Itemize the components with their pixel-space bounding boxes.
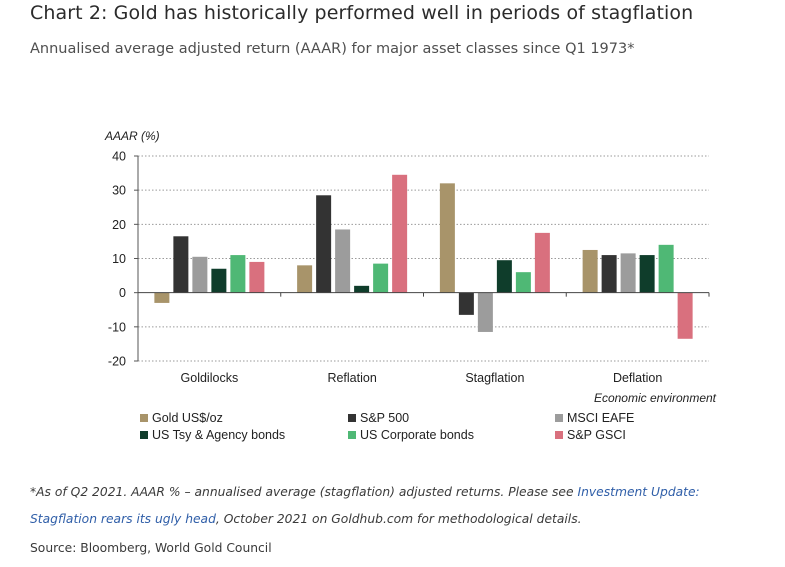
legend-label: MSCI EAFE	[567, 411, 634, 425]
bar	[154, 292, 170, 303]
legend-label: US Tsy & Agency bonds	[152, 428, 285, 442]
bar	[496, 260, 512, 293]
bar	[620, 253, 636, 293]
bar	[582, 249, 598, 293]
source-note: Source: Bloomberg, World Gold Council	[30, 541, 272, 555]
bar	[601, 255, 617, 293]
bar	[458, 292, 474, 315]
bar	[534, 232, 550, 293]
category-label: Reflation	[327, 371, 376, 385]
bar	[173, 236, 189, 293]
legend-label: US Corporate bonds	[360, 428, 474, 442]
bar	[658, 244, 674, 293]
y-tick-label: -10	[108, 320, 126, 334]
legend-label: S&P 500	[360, 411, 409, 425]
bar	[392, 174, 408, 293]
bar	[335, 229, 351, 293]
bar	[211, 268, 227, 293]
bar	[316, 195, 332, 293]
bar	[677, 292, 693, 339]
legend-label: Gold US$/oz	[152, 411, 223, 425]
legend-swatch	[140, 414, 148, 422]
bar-chart: 40 30 20 10 0 -10 -20 Goldilocks Reflation Stagfl…	[104, 129, 717, 442]
bar	[230, 255, 246, 293]
investment-update-link[interactable]: Investment Update:	[577, 485, 700, 499]
y-tick-label: 40	[112, 150, 126, 164]
footnote-text-2: , October 2021 on Goldhub.com for method…	[215, 512, 582, 526]
legend-swatch	[555, 431, 563, 439]
bar	[373, 263, 389, 293]
y-tick-label: 0	[119, 286, 126, 300]
y-tick-label: 20	[112, 218, 126, 232]
footnote-line-1: *As of Q2 2021. AAAR % – annualised aver…	[30, 485, 700, 499]
legend-swatch	[555, 414, 563, 422]
chart-subtitle: Annualised average adjusted return (AAAR…	[30, 41, 635, 57]
x-axis-title: Economic environment	[594, 391, 717, 405]
bar	[192, 256, 208, 293]
category-label: Stagflation	[465, 371, 524, 385]
legend-label: S&P GSCI	[567, 428, 626, 442]
legend-swatch	[140, 431, 148, 439]
category-label: Goldilocks	[181, 371, 239, 385]
category-label: Deflation	[613, 371, 662, 385]
chart-title: Chart 2: Gold has historically performed…	[30, 2, 694, 24]
y-axis-title: AAAR (%)	[104, 129, 160, 143]
footnote-text-1: *As of Q2 2021. AAAR % – annualised aver…	[30, 485, 578, 499]
y-tick-label: 10	[112, 252, 126, 266]
legend-swatch	[348, 414, 356, 422]
legend-swatch	[348, 431, 356, 439]
bar	[249, 261, 265, 293]
bar	[515, 272, 531, 293]
stagflation-article-link[interactable]: Stagflation rears its ugly head	[30, 512, 216, 526]
bar	[354, 285, 370, 293]
footnote-line-2: Stagflation rears its ugly head, October…	[30, 512, 582, 526]
bar	[477, 292, 493, 332]
bar	[439, 183, 455, 293]
y-tick-label: 30	[112, 184, 126, 198]
y-tick-label: -20	[108, 355, 126, 369]
bar	[297, 265, 313, 293]
bar	[639, 255, 655, 293]
